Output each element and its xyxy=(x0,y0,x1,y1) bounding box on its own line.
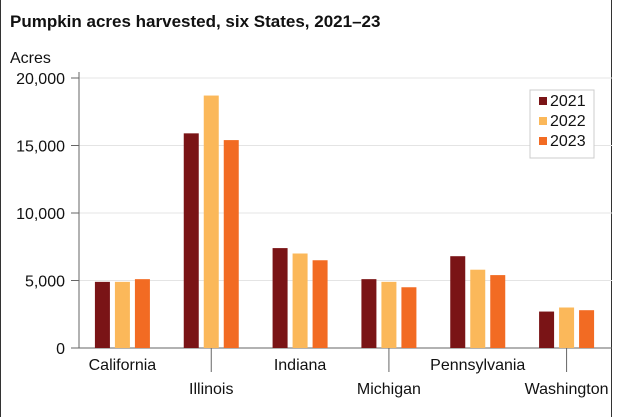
x-tick-label: Michigan xyxy=(357,381,421,398)
x-tick-label: California xyxy=(89,357,157,374)
bar-illinois-2022 xyxy=(203,95,219,348)
x-tick-label: Pennsylvania xyxy=(430,357,525,374)
y-tick-label: 0 xyxy=(56,341,65,358)
x-tick-label: Washington xyxy=(525,381,609,398)
bar-indiana-2021 xyxy=(272,248,288,348)
legend-label: 2023 xyxy=(550,133,586,150)
bar-michigan-2021 xyxy=(361,279,377,348)
bar-pennsylvania-2021 xyxy=(450,256,466,348)
x-tick-label: Illinois xyxy=(189,381,233,398)
bar-michigan-2022 xyxy=(381,281,397,348)
bar-illinois-2021 xyxy=(183,133,199,348)
bar-michigan-2023 xyxy=(401,287,417,348)
y-tick-label: 5,000 xyxy=(25,274,65,291)
bar-pennsylvania-2023 xyxy=(490,275,506,348)
bar-california-2021 xyxy=(94,281,110,348)
bar-indiana-2022 xyxy=(292,253,308,348)
legend-swatch-2021 xyxy=(539,97,547,105)
legend-label: 2021 xyxy=(550,93,586,110)
bar-california-2022 xyxy=(114,281,130,348)
bar-washington-2021 xyxy=(539,311,555,348)
chart-frame xyxy=(0,0,612,417)
y-tick-label: 15,000 xyxy=(16,139,65,156)
legend-label: 2022 xyxy=(550,113,586,130)
bar-pennsylvania-2022 xyxy=(470,269,486,348)
y-tick-label: 10,000 xyxy=(16,206,65,223)
x-tick-label: Indiana xyxy=(274,357,327,374)
bar-california-2023 xyxy=(134,279,150,348)
y-tick-label: 20,000 xyxy=(16,71,65,88)
chart-title: Pumpkin acres harvested, six States, 202… xyxy=(10,12,380,31)
bar-illinois-2023 xyxy=(223,140,239,348)
bar-indiana-2023 xyxy=(312,260,328,348)
bar-washington-2023 xyxy=(579,310,595,348)
y-axis-label: Acres xyxy=(10,50,51,67)
legend-swatch-2022 xyxy=(539,117,547,125)
bar-washington-2022 xyxy=(559,307,575,348)
legend-swatch-2023 xyxy=(539,137,547,145)
